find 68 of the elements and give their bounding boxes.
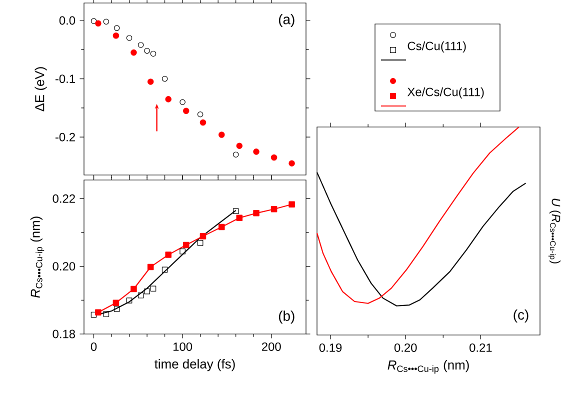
- point: [162, 266, 168, 273]
- point: [165, 96, 172, 102]
- point: [138, 292, 144, 298]
- point: [288, 201, 295, 208]
- point: [147, 264, 154, 270]
- x-tick-label: 0.19: [319, 343, 342, 352]
- point: [112, 32, 120, 39]
- annotation: (c): [514, 310, 528, 322]
- y-tick-label: -0.1: [55, 74, 75, 84]
- x-tick-label: 100: [174, 342, 192, 351]
- point: [90, 312, 97, 318]
- point: [147, 78, 154, 85]
- y-axis-title: U (R$_{Cs•••Cu-ip}$): [548, 198, 561, 264]
- point: [197, 240, 204, 246]
- point: [150, 286, 156, 292]
- point: [232, 152, 239, 158]
- point: [90, 18, 97, 24]
- point: [130, 49, 137, 56]
- point: [180, 99, 186, 106]
- point: [95, 309, 102, 316]
- point: [138, 42, 144, 48]
- annotation: (a): [278, 14, 294, 28]
- y-tick-label: -0.2: [55, 132, 75, 142]
- point: [103, 311, 110, 317]
- x-tick-label: 0.21: [470, 343, 492, 352]
- point: [114, 25, 120, 31]
- point: [288, 160, 295, 166]
- legend-label: Cs/Cu(111): [408, 41, 466, 53]
- point: [103, 18, 110, 25]
- point: [130, 286, 137, 292]
- point: [150, 50, 156, 57]
- point: [165, 252, 172, 258]
- point: [200, 119, 206, 126]
- point: [270, 154, 278, 161]
- y-axis-title: ΔE (eV): [34, 67, 47, 112]
- point: [126, 35, 132, 41]
- point: [236, 214, 243, 222]
- x-tick-label: 0.20: [394, 343, 417, 352]
- y-tick-label: 0.20: [52, 262, 76, 271]
- point: [218, 224, 225, 230]
- y-tick-label: 0.18: [52, 330, 76, 338]
- point: [144, 48, 150, 54]
- point: [162, 76, 168, 82]
- point: [114, 306, 120, 312]
- x-axis-title: R$_{Cs•••Cu-ip}$ (nm): [388, 360, 469, 374]
- point: [112, 300, 120, 306]
- point: [236, 142, 243, 149]
- x-tick-label: 200: [262, 342, 281, 351]
- y-axis-title: R$_{Cs•••Cu-ip}$ (nm): [30, 216, 44, 298]
- point: [232, 208, 239, 214]
- point: [200, 233, 206, 240]
- point: [126, 298, 132, 304]
- point: [218, 132, 225, 138]
- legend-label: Xe/Cs/Cu(111): [407, 87, 484, 99]
- y-tick-label: 0.22: [52, 194, 75, 203]
- point: [180, 248, 186, 254]
- point: [95, 20, 102, 27]
- point: [182, 108, 190, 114]
- point: [197, 111, 204, 118]
- x-axis-title: time delay (fs): [154, 359, 235, 372]
- point: [270, 206, 278, 212]
- point: [182, 242, 190, 248]
- point: [253, 148, 260, 155]
- y-tick-label: 0.0: [59, 16, 76, 25]
- point: [144, 288, 150, 294]
- point: [253, 210, 260, 216]
- x-tick-label: 0: [90, 342, 97, 351]
- annotation: (b): [278, 310, 294, 324]
